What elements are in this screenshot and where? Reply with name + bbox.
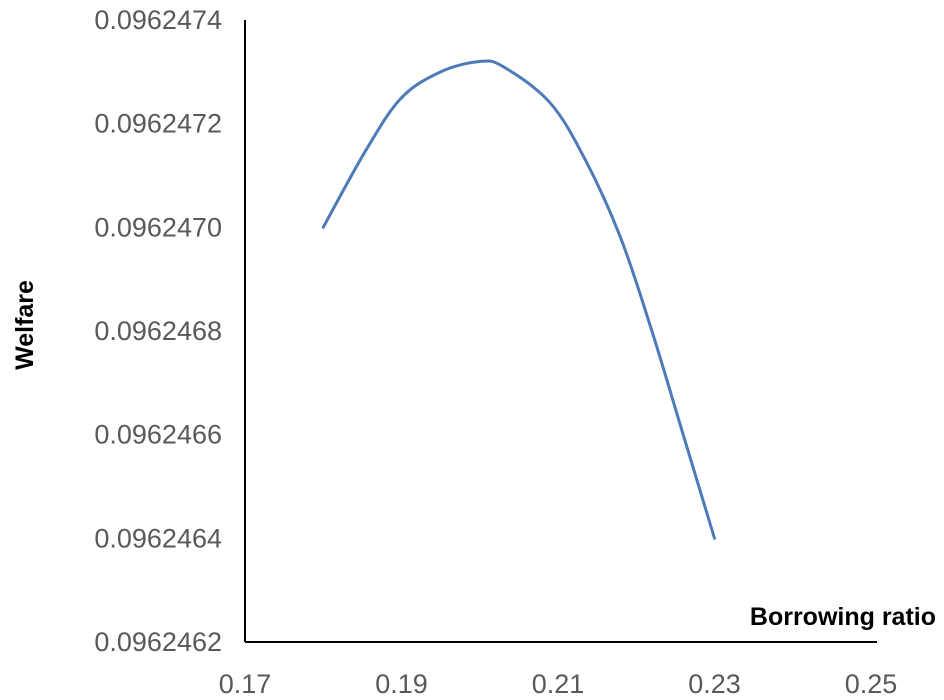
x-tick-label: 0.19 — [375, 669, 428, 699]
x-tick-label: 0.21 — [532, 669, 585, 699]
y-tick-label: 0.0962462 — [94, 627, 222, 657]
welfare-series-line — [321, 59, 716, 540]
y-tick-label: 0.0962464 — [94, 523, 222, 553]
y-tick-label: 0.0962472 — [94, 109, 222, 139]
y-axis-title: Welfare — [11, 280, 39, 370]
y-tick-label: 0.0962470 — [94, 212, 222, 242]
y-tick-label: 0.0962474 — [94, 5, 222, 35]
x-tick-label: 0.17 — [219, 669, 272, 699]
x-axis-title: Borrowing ratio — [750, 603, 936, 631]
x-axis-ticks: 0.17 0.19 0.21 0.23 0.25 — [219, 669, 898, 699]
series-group — [321, 59, 716, 540]
x-tick-label: 0.23 — [688, 669, 741, 699]
y-tick-label: 0.0962468 — [94, 316, 222, 346]
y-axis-ticks: 0.0962462 0.0962464 0.0962466 0.0962468 0.09… — [94, 5, 222, 657]
x-tick-label: 0.25 — [845, 669, 898, 699]
y-tick-label: 0.0962466 — [94, 420, 222, 450]
